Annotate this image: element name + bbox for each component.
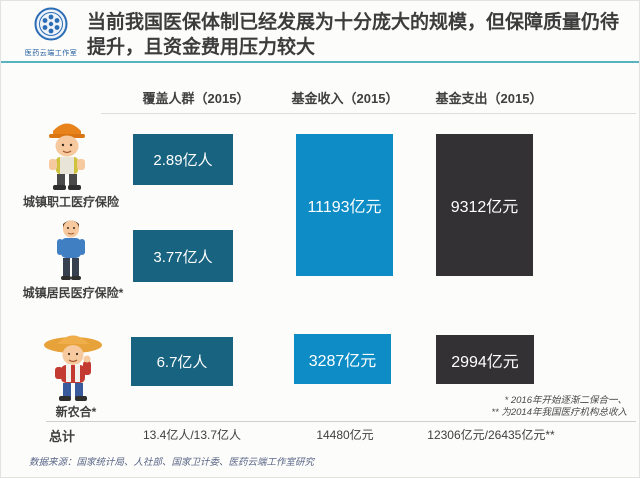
coverage-box-resident: 3.77亿人 xyxy=(133,230,233,282)
column-header-expense: 基金支出（2015） xyxy=(435,91,543,106)
data-source: 数据来源：国家统计局、人社部、国家卫计委、医药云端工作室研究 xyxy=(29,457,315,468)
footnote-merger: * 2016年开始逐渐二保合一、 xyxy=(504,395,627,406)
column-header-underline xyxy=(101,113,636,114)
row-label-employee: 城镇职工医疗保险 xyxy=(22,195,119,209)
logo-emblem-icon xyxy=(17,6,85,47)
income-box-rural: 3287亿元 xyxy=(294,334,391,384)
row-label-rural: 新农合* xyxy=(55,405,97,419)
total-income: 14480亿元 xyxy=(316,428,374,442)
total-expense: 12306亿元/26435亿元** xyxy=(427,428,555,442)
slide-title: 当前我国医保体制已经发展为十分庞大的规模，但保障质量仍待提升，且资金费用压力较大 xyxy=(87,12,620,59)
expense-box-urban: 9312亿元 xyxy=(436,134,533,276)
column-header-coverage: 覆盖人群（2015） xyxy=(142,91,250,106)
coverage-box-rural: 6.7亿人 xyxy=(131,337,233,386)
logo: 医药云端工作室 xyxy=(17,6,85,58)
footnote-revenue: ** 为2014年我国医疗机构总收入 xyxy=(491,407,627,418)
resident-icon xyxy=(47,215,95,288)
row-label-resident: 城镇居民医疗保险* xyxy=(22,286,124,300)
total-label: 总计 xyxy=(49,429,76,444)
expense-box-rural: 2994亿元 xyxy=(436,335,534,384)
total-coverage: 13.4亿人/13.7亿人 xyxy=(142,428,242,442)
farmer-icon xyxy=(37,327,109,408)
income-box-urban: 11193亿元 xyxy=(296,134,393,276)
column-header-income: 基金收入（2015） xyxy=(291,91,399,106)
total-divider xyxy=(46,421,636,422)
logo-text: 医药云端工作室 xyxy=(24,50,78,57)
worker-icon xyxy=(37,114,97,197)
header-divider xyxy=(1,61,639,63)
coverage-box-employee: 2.89亿人 xyxy=(133,134,233,185)
